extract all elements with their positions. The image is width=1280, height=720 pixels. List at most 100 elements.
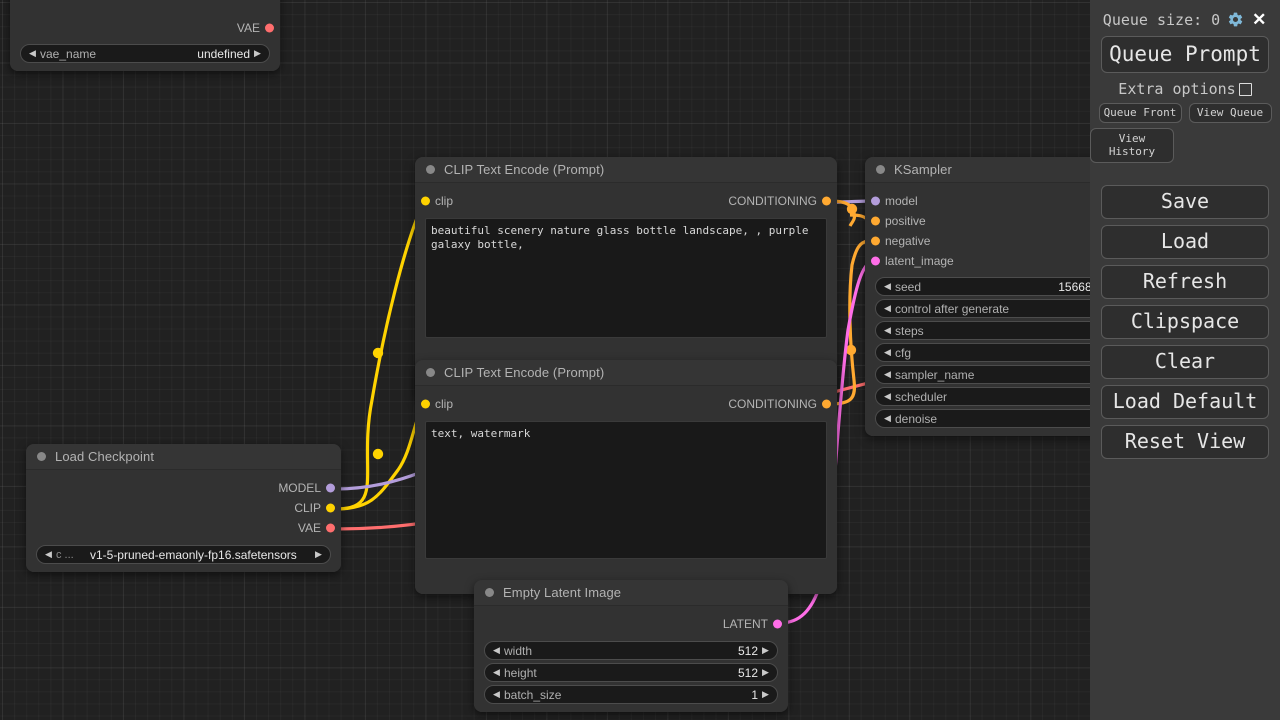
input-slot-negative[interactable]: negative [865, 231, 1155, 251]
close-icon[interactable]: ✕ [1252, 9, 1267, 29]
node-header[interactable]: CLIP Text Encode (Prompt) [415, 360, 837, 386]
node-body: clip CONDITIONING text, watermark [415, 386, 837, 594]
widget-value: v1-5-pruned-emaonly-fp16.safetensors [89, 547, 297, 562]
node-body: MODEL CLIP VAE ◀ c ... v1-5-pruned-emaon… [26, 470, 341, 572]
port-latent[interactable] [773, 619, 782, 629]
chevron-left-icon[interactable]: ◀ [493, 645, 500, 655]
collapse-dot-icon[interactable] [485, 588, 494, 597]
node-title: Empty Latent Image [503, 585, 622, 600]
port-clip-in[interactable] [421, 196, 430, 206]
extra-options-checkbox[interactable] [1238, 82, 1252, 96]
output-slot-clip[interactable]: CLIP [26, 498, 341, 518]
prompt-textarea[interactable]: beautiful scenery nature glass bottle la… [425, 218, 827, 338]
comfy-menu-panel: Queue size: 0 ✕ Queue Prompt Extra optio… [1090, 0, 1280, 720]
widget-value: undefined [197, 46, 250, 61]
chevron-right-icon[interactable]: ▶ [315, 549, 322, 559]
port-model[interactable] [871, 196, 880, 206]
collapse-dot-icon[interactable] [426, 368, 435, 377]
clear-button[interactable]: Clear [1101, 345, 1269, 379]
port-clip[interactable] [326, 503, 335, 513]
refresh-button[interactable]: Refresh [1101, 265, 1269, 299]
chevron-left-icon[interactable]: ◀ [884, 325, 891, 335]
view-history-button[interactable]: View History [1090, 128, 1174, 163]
chevron-left-icon[interactable]: ◀ [45, 549, 52, 559]
widget-batch-size[interactable]: ◀ batch_size 1 ▶ [484, 685, 778, 704]
slot-label: CLIP [294, 501, 321, 515]
extra-options-row: Extra options [1090, 80, 1280, 98]
chevron-right-icon[interactable]: ▶ [762, 689, 769, 699]
chevron-left-icon[interactable]: ◀ [493, 689, 500, 699]
save-button[interactable]: Save [1101, 185, 1269, 219]
widget-value: 512 [737, 643, 758, 658]
node-clip-text-encode-negative[interactable]: CLIP Text Encode (Prompt) clip CONDITION… [415, 360, 837, 594]
port-vae[interactable] [326, 523, 335, 533]
port-model[interactable] [326, 483, 335, 493]
widget-denoise[interactable]: ◀ denoise ▶ [875, 409, 1145, 428]
widget-vae-name[interactable]: ◀ vae_name undefined ▶ [20, 44, 270, 63]
reset-view-button[interactable]: Reset View [1101, 425, 1269, 459]
port-vae[interactable] [265, 23, 274, 33]
widget-label: cfg [895, 345, 912, 360]
widget-ckpt-name[interactable]: ◀ c ... v1-5-pruned-emaonly-fp16.safeten… [36, 545, 331, 564]
widget-scheduler[interactable]: ◀ scheduler ▶ [875, 387, 1145, 406]
gear-icon[interactable] [1227, 11, 1244, 28]
node-header[interactable]: CLIP Text Encode (Prompt) [415, 157, 837, 183]
slot-label-clip: clip [435, 194, 454, 208]
collapse-dot-icon[interactable] [876, 165, 885, 174]
collapse-dot-icon[interactable] [37, 452, 46, 461]
node-header[interactable]: Empty Latent Image [474, 580, 788, 606]
widget-height[interactable]: ◀ height 512 ▶ [484, 663, 778, 682]
slot-label: MODEL [278, 481, 321, 495]
input-slot-positive[interactable]: positive [865, 211, 1155, 231]
collapse-dot-icon[interactable] [426, 165, 435, 174]
port-conditioning-out[interactable] [822, 399, 831, 409]
input-slot-model[interactable]: model [865, 191, 1155, 211]
output-slot-vae[interactable]: VAE [26, 518, 341, 538]
port-positive[interactable] [871, 216, 880, 226]
output-slot-vae[interactable]: VAE [10, 18, 280, 38]
widget-width[interactable]: ◀ width 512 ▶ [484, 641, 778, 660]
output-slot-model[interactable]: MODEL [26, 478, 341, 498]
port-clip-in[interactable] [421, 399, 430, 409]
chevron-left-icon[interactable]: ◀ [884, 391, 891, 401]
chevron-left-icon[interactable]: ◀ [884, 347, 891, 357]
load-button[interactable]: Load [1101, 225, 1269, 259]
widget-steps[interactable]: ◀ steps ▶ [875, 321, 1145, 340]
chevron-right-icon[interactable]: ▶ [254, 48, 261, 58]
widget-sampler-name[interactable]: ◀ sampler_name ▶ [875, 365, 1145, 384]
load-default-button[interactable]: Load Default [1101, 385, 1269, 419]
chevron-right-icon[interactable]: ▶ [762, 645, 769, 655]
port-negative[interactable] [871, 236, 880, 246]
chevron-right-icon[interactable]: ▶ [762, 667, 769, 677]
clipspace-button[interactable]: Clipspace [1101, 305, 1269, 339]
chevron-left-icon[interactable]: ◀ [884, 413, 891, 423]
chevron-left-icon[interactable]: ◀ [884, 281, 891, 291]
chevron-left-icon[interactable]: ◀ [884, 369, 891, 379]
node-body: LATENT ◀ width 512 ▶ ◀ height 512 ▶ ◀ ba… [474, 606, 788, 712]
prompt-textarea[interactable]: text, watermark [425, 421, 827, 559]
port-latent-image[interactable] [871, 256, 880, 266]
slot-label: model [885, 194, 918, 208]
node-header[interactable]: Load Checkpoint [26, 444, 341, 470]
chevron-left-icon[interactable]: ◀ [884, 303, 891, 313]
slot-label: LATENT [722, 617, 768, 631]
output-slot-latent[interactable]: LATENT [474, 614, 788, 634]
view-queue-button[interactable]: View Queue [1188, 103, 1272, 123]
chevron-left-icon[interactable]: ◀ [493, 667, 500, 677]
widget-value: 1 [751, 687, 758, 702]
view-history-line-2: History [1108, 145, 1156, 158]
chevron-left-icon[interactable]: ◀ [29, 48, 36, 58]
menu-header: Queue size: 0 ✕ [1090, 0, 1280, 30]
node-empty-latent-image[interactable]: Empty Latent Image LATENT ◀ width 512 ▶ … [474, 580, 788, 712]
port-conditioning-out[interactable] [822, 196, 831, 206]
widget-label: c ... [56, 548, 74, 561]
input-slot-latent-image[interactable]: latent_image [865, 251, 1155, 271]
queue-front-button[interactable]: Queue Front [1098, 103, 1182, 123]
queue-prompt-button[interactable]: Queue Prompt [1101, 36, 1269, 73]
extra-options-label: Extra options [1118, 80, 1236, 98]
slot-label: VAE [236, 21, 260, 35]
widget-cfg[interactable]: ◀ cfg ▶ [875, 343, 1145, 362]
widget-label: height [504, 665, 537, 680]
node-load-checkpoint[interactable]: Load Checkpoint MODEL CLIP VAE ◀ c ... v… [26, 444, 341, 572]
node-vae-loader[interactable]: VAE ◀ vae_name undefined ▶ [10, 0, 280, 71]
